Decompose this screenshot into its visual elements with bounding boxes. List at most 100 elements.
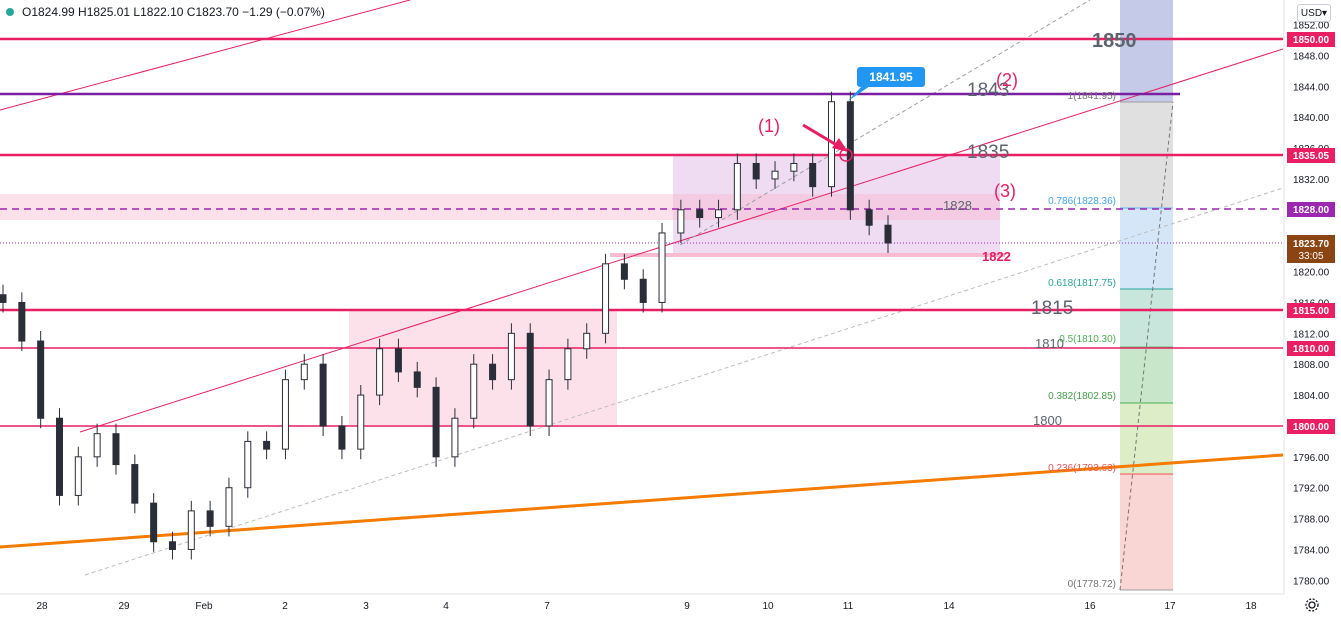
svg-text:1835.05: 1835.05 (1293, 151, 1330, 162)
gear-icon[interactable] (1304, 597, 1320, 613)
svg-text:1815.00: 1815.00 (1293, 306, 1330, 317)
candle-body (602, 263, 610, 334)
svg-text:1828.00: 1828.00 (1293, 205, 1330, 216)
level-label-1843: 1843 (967, 80, 1009, 101)
y-tick-label: 1792.00 (1293, 484, 1330, 495)
currency-select[interactable]: USD ▾ (1297, 4, 1331, 22)
countdown: 33:05 (1298, 251, 1323, 262)
candle-body (865, 209, 873, 226)
ohlc-header: O1824.99 H1825.01 L1822.10 C1823.70 −1.2… (6, 5, 325, 19)
candle-body (55, 417, 63, 496)
fib-box-3 (1120, 289, 1173, 347)
svg-text:1800.00: 1800.00 (1293, 422, 1330, 433)
fib-box-top (1120, 0, 1173, 102)
candle-body (752, 162, 760, 180)
zone-lower (349, 310, 617, 425)
x-tick-4: 4 (443, 601, 449, 612)
svg-text:1850.00: 1850.00 (1293, 35, 1330, 46)
fib-lines (1120, 101, 1173, 591)
price-tag-1810 (1287, 341, 1335, 356)
x-tick-10: 10 (762, 601, 774, 612)
candle-body (244, 440, 252, 489)
peak-callout-tail (848, 86, 870, 101)
fib-box-2 (1120, 208, 1173, 289)
price-tag-1850 (1287, 32, 1335, 47)
fib-label-0382: 0.382(1802.85) (1048, 391, 1116, 402)
wave-label-2: (2) (996, 70, 1018, 90)
y-tick-label: 1804.00 (1293, 391, 1330, 402)
fib-label-05: 0.5(1810.30) (1059, 334, 1116, 345)
fib-label-0236: 0.236(1793.63) (1048, 463, 1116, 474)
price-tag-1800 (1287, 419, 1335, 434)
candle-body (357, 394, 365, 450)
candle-body (18, 301, 26, 342)
x-tick-14: 14 (943, 601, 955, 612)
level-label-1850: 1850 (1092, 30, 1137, 52)
price-tag-1828 (1287, 202, 1335, 217)
line-1822-band (610, 253, 1005, 257)
candle-body (809, 162, 817, 188)
wave-label-3: (3) (994, 181, 1016, 201)
candle-body (507, 332, 515, 381)
y-tick-label: 1840.00 (1293, 113, 1330, 124)
wave-marker (839, 148, 853, 162)
channel-mid-line (79, 48, 1284, 433)
y-tick-label: 1796.00 (1293, 453, 1330, 464)
candle-body (451, 417, 459, 458)
x-tick-16: 16 (1084, 601, 1096, 612)
candle-body (545, 379, 553, 427)
x-tick-feb: Feb (195, 601, 213, 612)
candle-body (790, 162, 798, 172)
level-label-1800: 1800 (1033, 413, 1062, 428)
fib-diagonal (1119, 101, 1174, 591)
candle-body (74, 456, 82, 496)
candle-body (884, 224, 892, 244)
x-tick-11: 11 (843, 601, 854, 612)
price-tag-last (1287, 235, 1335, 263)
candle-body (376, 348, 384, 396)
channel-dashed-upper-line (679, 0, 1091, 246)
candle-body (112, 433, 120, 466)
candle-body (150, 502, 158, 543)
zone-upper (673, 155, 1000, 256)
zone-band-1828 (0, 194, 1000, 220)
candle-body (338, 425, 346, 450)
y-tick-label: 1780.00 (1293, 576, 1330, 587)
candle-body (413, 371, 421, 388)
level-label-1822: 1822 (982, 249, 1011, 264)
fib-box-6 (1120, 474, 1173, 590)
candle-body (658, 232, 666, 303)
candle-body (620, 263, 628, 280)
candle-body (187, 510, 195, 550)
candle-body (263, 440, 271, 450)
x-tick-17: 17 (1164, 601, 1176, 612)
fib-label-0786: 0.786(1828.36) (1048, 196, 1116, 207)
candle-body (470, 363, 478, 419)
fib-labels: 1(1841.95) 0.786(1828.36) 0.618(1817.75)… (1048, 91, 1116, 590)
x-tick-7: 7 (544, 601, 550, 612)
fib-label-1: 1(1841.95) (1068, 91, 1116, 102)
fib-label-0618: 0.618(1817.75) (1048, 278, 1116, 289)
price-tag-1835 (1287, 148, 1335, 163)
candle-body (696, 209, 704, 219)
y-tick-label: 1820.00 (1293, 268, 1330, 279)
price-tags: 1850.00 1835.05 1828.00 1823.70 33:05 18… (1287, 32, 1335, 434)
candle-body (677, 209, 685, 234)
candle-body (526, 332, 534, 427)
candle-body (771, 170, 779, 180)
peak-callout (857, 67, 925, 87)
y-tick-label: 1852.00 (1293, 21, 1330, 32)
fib-label-0: 0(1778.72) (1068, 579, 1116, 590)
x-tick-3: 3 (363, 601, 369, 612)
svg-text:1823.70: 1823.70 (1293, 239, 1330, 250)
candle-body (319, 363, 327, 427)
candle-body (206, 510, 214, 527)
candle-body (37, 340, 45, 419)
time-axis-ticks: 28 29 Feb 2 3 4 7 9 10 11 14 16 17 18 (36, 601, 1257, 612)
level-label-1815: 1815 (1031, 298, 1073, 319)
y-tick-label: 1844.00 (1293, 82, 1330, 93)
status-dot-icon (6, 8, 14, 16)
candle-body (733, 162, 741, 211)
x-tick-18: 18 (1245, 601, 1257, 612)
